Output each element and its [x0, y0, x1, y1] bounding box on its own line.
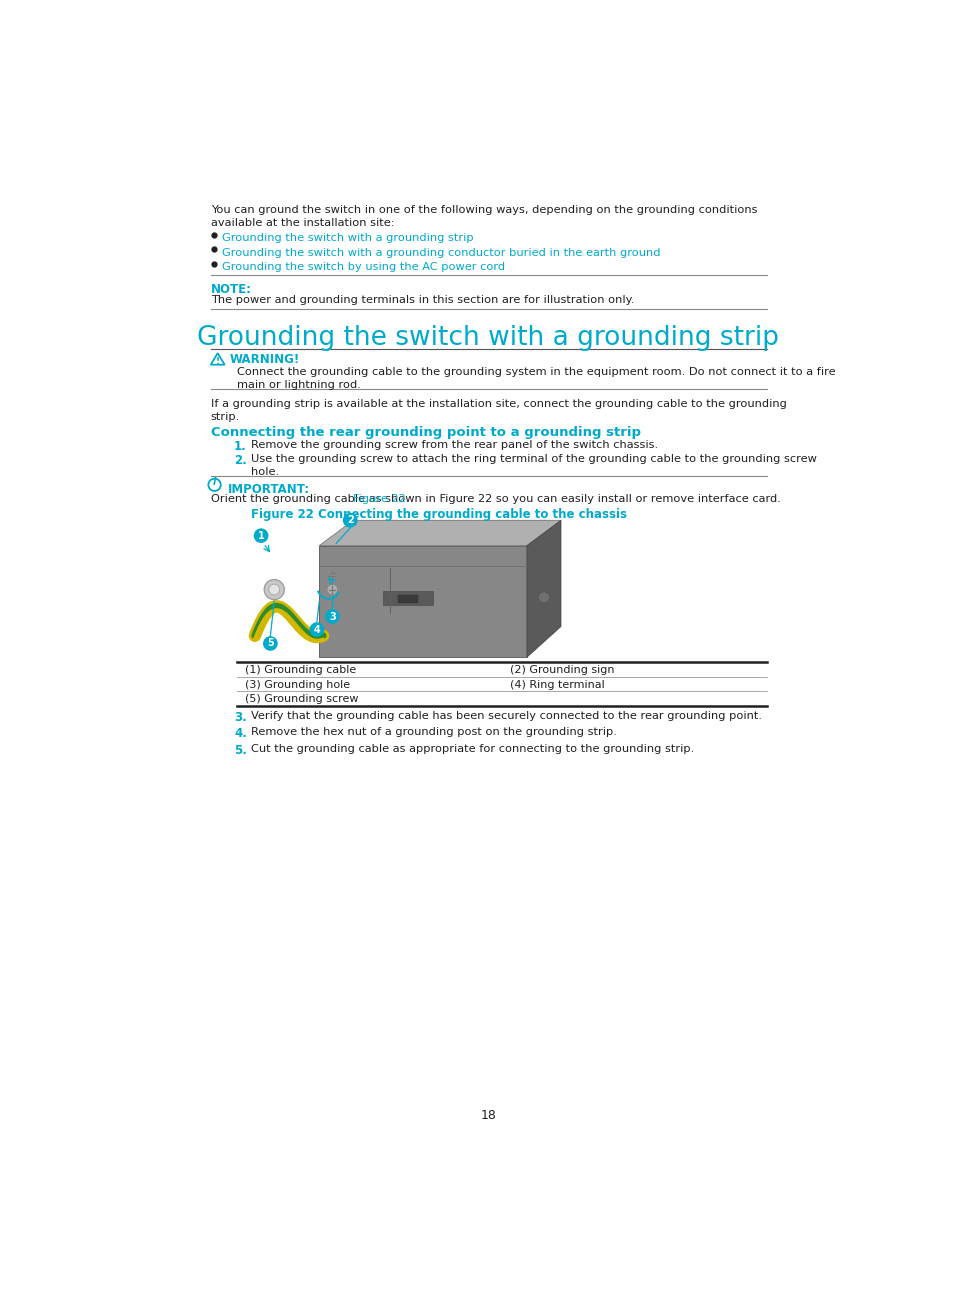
Text: (5) Grounding screw: (5) Grounding screw: [245, 695, 358, 704]
Text: i: i: [213, 476, 216, 487]
Text: Connect the grounding cable to the grounding system in the equipment room. Do no: Connect the grounding cable to the groun…: [236, 367, 835, 377]
Text: Orient the grounding cable as shown in Figure 22 so you can easily install or re: Orient the grounding cable as shown in F…: [211, 494, 780, 505]
Text: 5: 5: [267, 638, 274, 648]
Circle shape: [263, 637, 277, 651]
Text: The power and grounding terminals in this section are for illustration only.: The power and grounding terminals in thi…: [211, 295, 634, 305]
Text: 1: 1: [257, 531, 264, 541]
Text: (3) Grounding hole: (3) Grounding hole: [245, 679, 350, 690]
Text: 2: 2: [347, 515, 354, 525]
Text: Grounding the switch by using the AC power cord: Grounding the switch by using the AC pow…: [222, 263, 505, 272]
Circle shape: [264, 580, 284, 599]
Text: WARNING!: WARNING!: [229, 353, 299, 366]
Text: (1) Grounding cable: (1) Grounding cable: [245, 665, 355, 675]
Circle shape: [253, 528, 268, 543]
Text: strip.: strip.: [211, 411, 240, 422]
Text: You can ground the switch in one of the following ways, depending on the groundi: You can ground the switch in one of the …: [211, 204, 757, 215]
Text: 18: 18: [480, 1109, 497, 1122]
Text: Cut the grounding cable as appropriate for connecting to the grounding strip.: Cut the grounding cable as appropriate f…: [251, 744, 694, 753]
Text: available at the installation site:: available at the installation site:: [211, 217, 394, 228]
Text: 3.: 3.: [233, 712, 247, 725]
Text: hole.: hole.: [251, 467, 279, 477]
Bar: [319, 546, 526, 657]
Text: !: !: [215, 357, 219, 366]
Text: Verify that the grounding cable has been securely connected to the rear groundin: Verify that the grounding cable has been…: [251, 712, 761, 721]
Text: (2) Grounding sign: (2) Grounding sign: [509, 665, 614, 675]
Text: (4) Ring terminal: (4) Ring terminal: [509, 679, 604, 690]
Circle shape: [327, 584, 337, 595]
Text: 2.: 2.: [233, 454, 247, 467]
Text: Figure 22: Figure 22: [353, 494, 405, 505]
Text: Remove the hex nut of a grounding post on the grounding strip.: Remove the hex nut of a grounding post o…: [251, 727, 617, 738]
Text: 4: 4: [314, 625, 320, 634]
Circle shape: [309, 622, 324, 637]
Circle shape: [537, 591, 549, 603]
Text: Connecting the rear grounding point to a grounding strip: Connecting the rear grounding point to a…: [211, 426, 640, 439]
Text: If a grounding strip is available at the installation site, connect the groundin: If a grounding strip is available at the…: [211, 399, 786, 409]
Circle shape: [269, 584, 279, 595]
Polygon shape: [526, 520, 560, 657]
Text: IMPORTANT:: IMPORTANT:: [228, 483, 310, 496]
Text: Grounding the switch with a grounding strip: Grounding the switch with a grounding st…: [196, 326, 778, 352]
Text: main or lightning rod.: main or lightning rod.: [236, 380, 360, 389]
Circle shape: [342, 512, 357, 528]
Text: Use the grounding screw to attach the ring terminal of the grounding cable to th: Use the grounding screw to attach the ri…: [251, 454, 816, 465]
Text: 5.: 5.: [233, 744, 247, 757]
Circle shape: [325, 609, 339, 624]
Bar: [397, 595, 417, 603]
Bar: [382, 591, 433, 606]
Polygon shape: [319, 520, 560, 546]
Text: 3: 3: [329, 612, 335, 621]
Text: Figure 22 Connecting the grounding cable to the chassis: Figure 22 Connecting the grounding cable…: [251, 509, 626, 521]
Text: NOTE:: NOTE:: [211, 283, 252, 296]
Text: Remove the grounding screw from the rear panel of the switch chassis.: Remove the grounding screw from the rear…: [251, 440, 658, 450]
Text: 1.: 1.: [233, 440, 247, 453]
Text: Grounding the switch with a grounding strip: Grounding the switch with a grounding st…: [222, 233, 474, 243]
Text: 4.: 4.: [233, 727, 247, 740]
Text: Grounding the switch with a grounding conductor buried in the earth ground: Grounding the switch with a grounding co…: [222, 247, 660, 258]
